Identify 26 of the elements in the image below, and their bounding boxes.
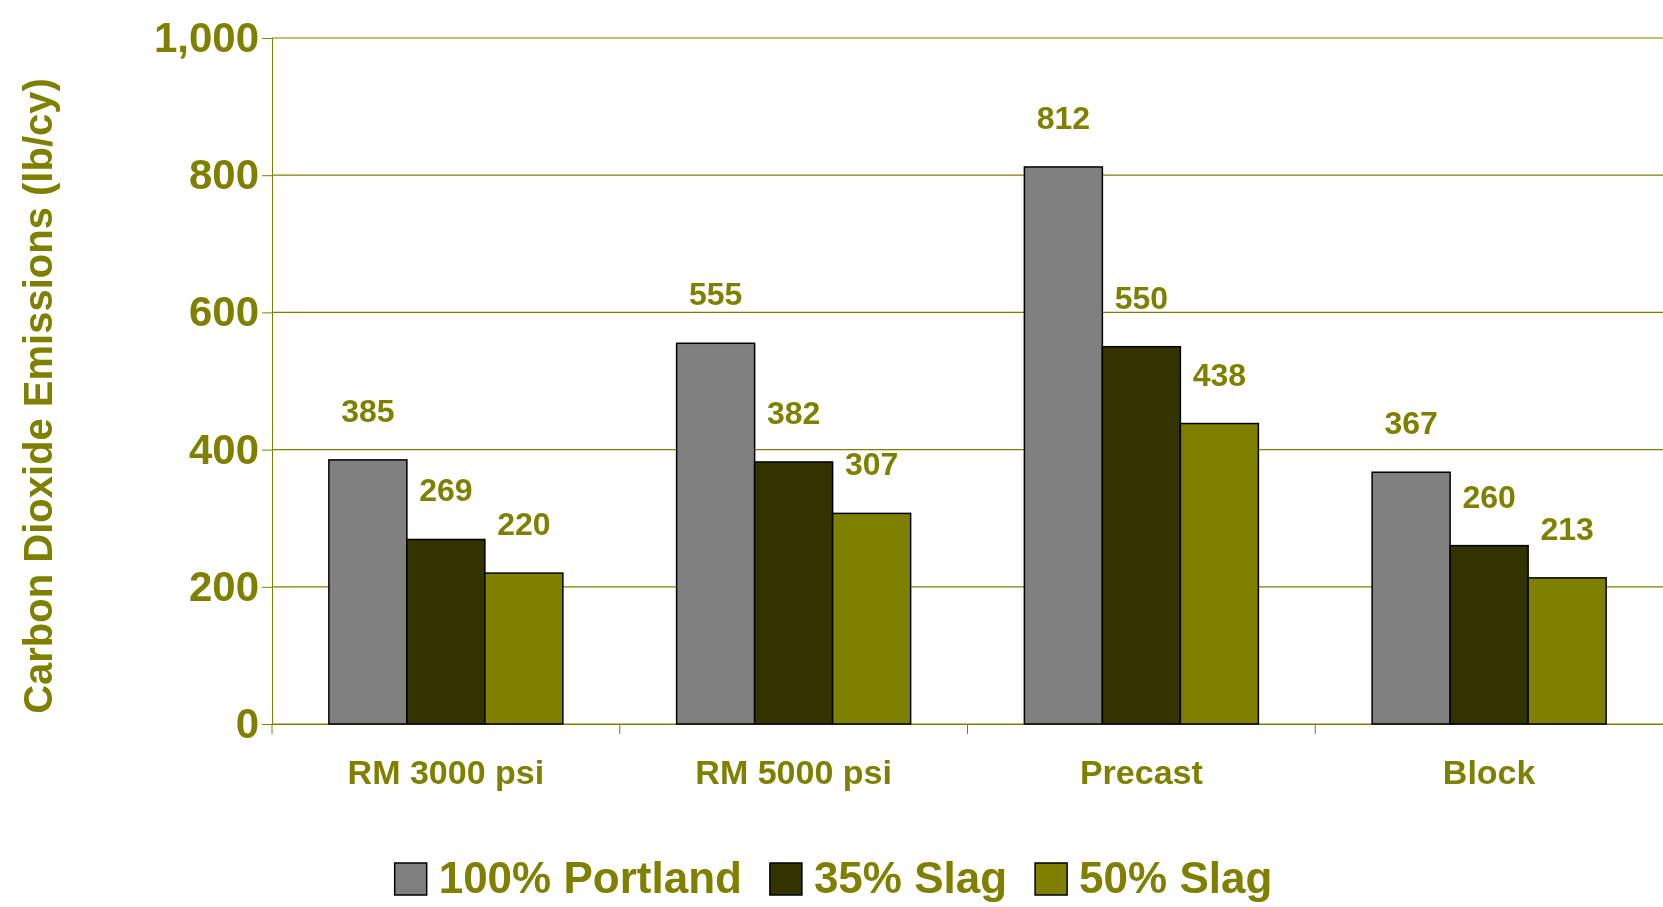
data-label: 367 bbox=[1384, 405, 1438, 442]
x-tick-label: Precast bbox=[1079, 753, 1203, 792]
data-label: 812 bbox=[1036, 99, 1091, 136]
legend-label: 50% Slag bbox=[1079, 853, 1273, 902]
y-tick-label: 800 bbox=[188, 151, 259, 199]
data-label: 438 bbox=[1192, 356, 1247, 393]
data-label: 260 bbox=[1462, 478, 1516, 515]
data-label: 555 bbox=[688, 276, 743, 313]
data-label: 385 bbox=[341, 392, 395, 429]
data-label: 382 bbox=[766, 394, 821, 431]
y-axis-title: Carbon Dioxide Emissions (lb/cy) bbox=[16, 78, 60, 714]
data-label: 550 bbox=[1114, 279, 1169, 316]
x-tick-label: RM 5000 psi bbox=[695, 753, 892, 792]
y-tick-label: 1,000 bbox=[153, 13, 259, 61]
x-tick-label: Block bbox=[1442, 753, 1536, 792]
data-label: 269 bbox=[419, 472, 473, 509]
data-label: 213 bbox=[1540, 510, 1594, 547]
y-tick-label: 200 bbox=[188, 562, 259, 610]
y-tick-label: 400 bbox=[188, 425, 259, 473]
y-tick-label: 600 bbox=[188, 288, 259, 336]
data-label: 220 bbox=[497, 506, 551, 543]
y-tick-label: 0 bbox=[235, 699, 259, 747]
legend-label: 100% Portland bbox=[438, 853, 742, 902]
data-label: 307 bbox=[844, 446, 899, 483]
legend-label: 35% Slag bbox=[813, 853, 1008, 902]
x-tick-label: RM 3000 psi bbox=[347, 753, 545, 792]
